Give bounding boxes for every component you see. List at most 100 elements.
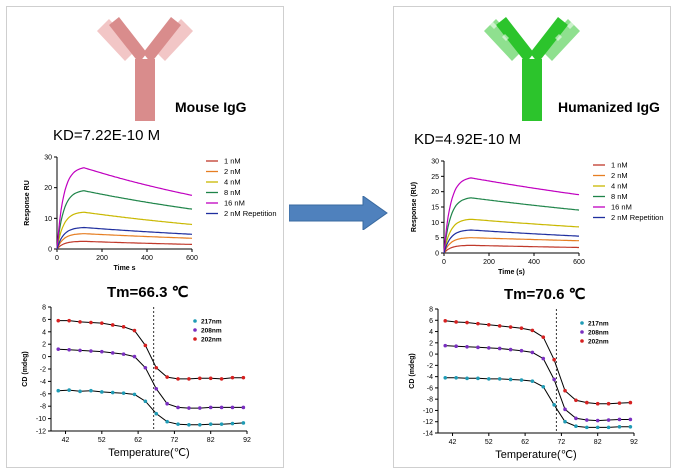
- cd-data-point: [443, 375, 448, 380]
- y-tick-label: -14: [423, 431, 433, 438]
- cd-data-point: [487, 322, 491, 327]
- cd-data-point: [519, 348, 524, 353]
- cd-data-point: [617, 401, 622, 405]
- cd-data-point: [78, 348, 82, 353]
- cd-data-point: [230, 421, 235, 426]
- y-tick-label: -8: [40, 404, 46, 411]
- cd-data-point: [443, 319, 448, 323]
- cd-data-point: [552, 403, 556, 407]
- cd-data-point: [541, 335, 546, 339]
- spr-curve: [443, 237, 579, 254]
- y-tick-label: 0: [42, 354, 46, 361]
- cd-data-point: [241, 405, 246, 410]
- x-tick-label: 42: [449, 439, 457, 446]
- y-tick-label: 25: [431, 174, 439, 181]
- y-tick-label: 10: [44, 216, 52, 223]
- cd-fit-curve: [445, 345, 631, 422]
- cd-data-point: [617, 425, 622, 429]
- cd-data-point: [143, 365, 148, 370]
- cd-data-point: [585, 400, 589, 405]
- cd-data-point: [541, 384, 546, 389]
- x-tick-label: 600: [573, 259, 585, 266]
- mouse-igg-antibody-icon: [97, 17, 193, 121]
- cd-data-point: [519, 378, 524, 382]
- cd-data-point: [176, 422, 180, 426]
- cd-data-point: [187, 423, 191, 427]
- cd-data-point: [606, 401, 611, 406]
- cd-data-point: [121, 391, 126, 395]
- x-tick-label: 72: [171, 437, 179, 444]
- x-tick-label: 82: [594, 439, 602, 446]
- x-tick-label: 92: [243, 437, 251, 444]
- spr-curve: [56, 240, 192, 250]
- x-tick-label: 0: [442, 259, 446, 266]
- antibody-label: Mouse IgG: [175, 99, 247, 115]
- y-axis-label: CD (mdeg): [22, 351, 29, 386]
- mouse-igg-panel: Mouse IgG KD=7.22E-10 M 0 10 20 30 0 200 400 60…: [6, 6, 284, 468]
- legend-label: 16 nM: [611, 203, 632, 212]
- cd-data-point: [606, 418, 611, 422]
- y-tick-label: 4: [42, 329, 46, 336]
- cd-data-point: [574, 398, 578, 403]
- cd-data-point: [595, 401, 600, 406]
- cd-data-point: [563, 407, 567, 412]
- tm-value: Tm=70.6 ℃: [504, 286, 586, 303]
- cd-fit-curve: [58, 348, 244, 409]
- spr-curve: [443, 218, 580, 254]
- cd-fit-curve: [58, 389, 244, 426]
- x-tick-label: 600: [186, 255, 198, 262]
- legend-label: 202nm: [588, 338, 609, 345]
- cd-data-point: [465, 320, 469, 325]
- legend-marker: [580, 339, 584, 343]
- spr-curve: [56, 167, 193, 250]
- legend-marker: [193, 337, 197, 341]
- legend-label: 217nm: [588, 320, 609, 327]
- cd-data-point: [100, 349, 104, 354]
- legend-label: 2 nM: [611, 171, 628, 180]
- cd-data-point: [552, 377, 556, 382]
- cd-data-point: [56, 318, 61, 323]
- legend-label: 208nm: [588, 329, 609, 336]
- y-tick-label: 10: [431, 220, 439, 227]
- cd-data-point: [132, 354, 137, 359]
- cd-data-point: [187, 406, 191, 410]
- legend-label: 4 nM: [224, 178, 241, 187]
- cd-data-point: [628, 400, 633, 405]
- y-axis-label: CD (mdeg): [409, 353, 416, 388]
- cd-data-point: [487, 346, 491, 350]
- y-tick-label: 0: [48, 247, 52, 254]
- cd-fit-curve: [445, 377, 631, 428]
- cd-data-point: [574, 416, 578, 421]
- cd-data-point: [56, 388, 61, 393]
- cd-data-point: [154, 411, 159, 416]
- cd-data-point: [219, 405, 224, 410]
- y-tick-label: -8: [427, 397, 433, 404]
- cd-data-point: [208, 376, 213, 381]
- cd-data-point: [89, 349, 93, 353]
- y-tick-label: 15: [431, 205, 439, 212]
- legend-label: 16 nM: [224, 199, 245, 208]
- legend-label: 1 nM: [224, 157, 241, 166]
- cd-data-point: [154, 365, 159, 370]
- cd-data-point: [100, 390, 104, 394]
- legend-label: 8 nM: [611, 192, 628, 201]
- y-tick-label: 20: [44, 185, 52, 192]
- cd-data-point: [595, 418, 600, 423]
- cd-data-point: [198, 376, 202, 381]
- y-tick-label: 6: [429, 318, 433, 325]
- cd-data-point: [541, 356, 546, 361]
- cd-data-point: [176, 377, 180, 381]
- cd-data-point: [110, 390, 115, 395]
- cd-data-point: [508, 347, 513, 352]
- x-tick-label: 52: [98, 437, 106, 444]
- x-tick-label: 62: [521, 439, 529, 446]
- cd-data-point: [208, 422, 213, 426]
- legend-label: 2 nM Repetition: [224, 209, 277, 218]
- y-tick-label: 4: [429, 329, 433, 336]
- x-tick-label: 0: [55, 255, 59, 262]
- x-tick-label: 200: [483, 259, 495, 266]
- y-tick-label: 2: [42, 342, 46, 349]
- cd-data-point: [89, 320, 93, 325]
